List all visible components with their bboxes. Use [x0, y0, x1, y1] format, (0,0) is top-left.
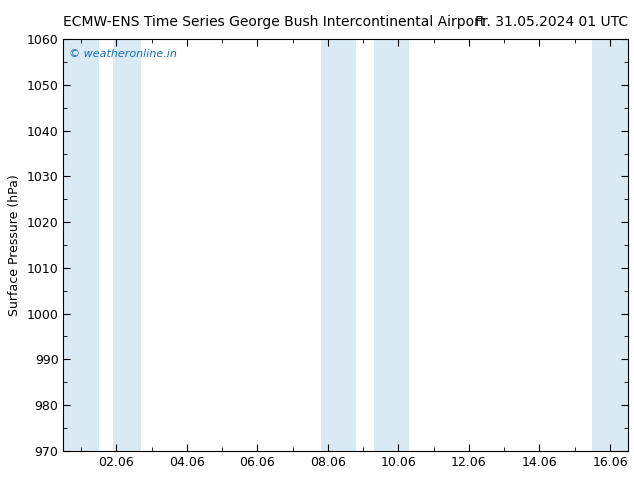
Text: Fr. 31.05.2024 01 UTC: Fr. 31.05.2024 01 UTC	[474, 15, 628, 29]
Bar	[321, 39, 356, 451]
Bar	[592, 39, 628, 451]
Y-axis label: Surface Pressure (hPa): Surface Pressure (hPa)	[8, 174, 21, 316]
Bar	[113, 39, 141, 451]
Bar	[374, 39, 409, 451]
Text: © weatheronline.in: © weatheronline.in	[69, 49, 177, 59]
Bar	[63, 39, 99, 451]
Text: ECMW-ENS Time Series George Bush Intercontinental Airport: ECMW-ENS Time Series George Bush Interco…	[63, 15, 486, 29]
